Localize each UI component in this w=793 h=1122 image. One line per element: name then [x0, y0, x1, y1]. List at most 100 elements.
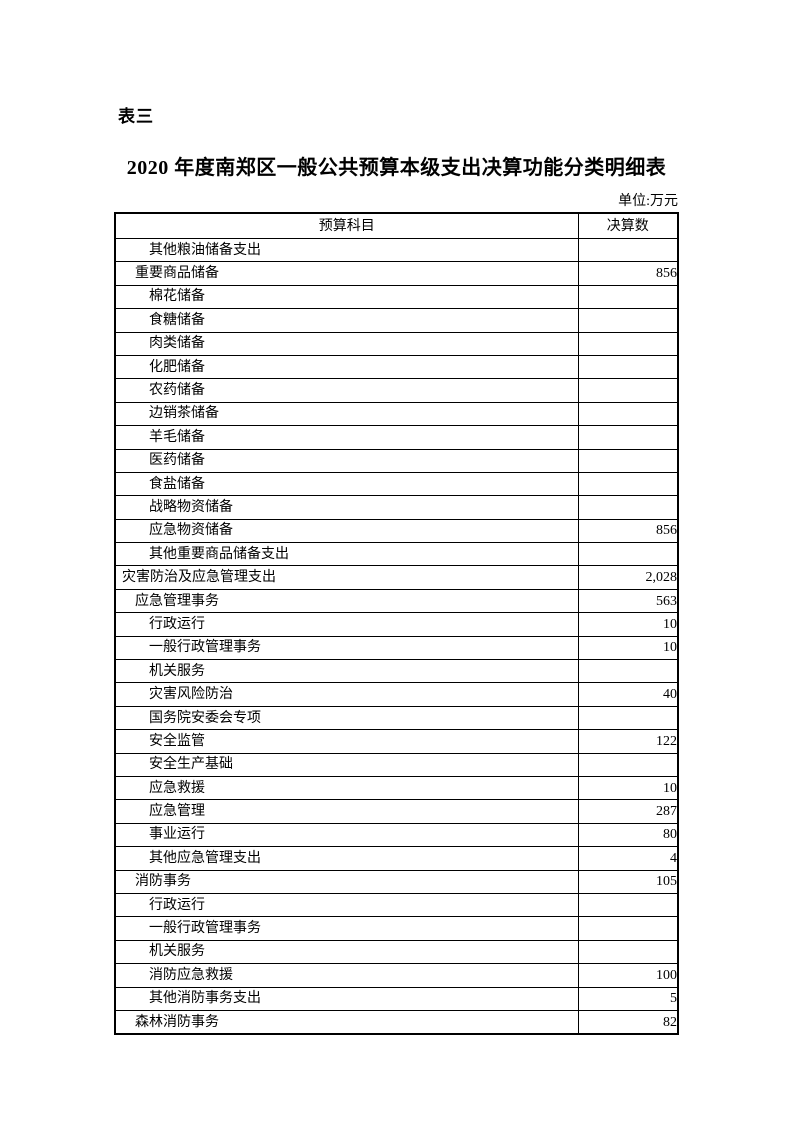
value-cell [577, 331, 679, 356]
value-cell [577, 659, 679, 684]
subject-cell: 其他重要商品储备支出 [114, 542, 579, 567]
table-row: 消防应急救援 100 [114, 963, 679, 988]
value-cell [577, 284, 679, 310]
subject-cell: 应急管理 [114, 799, 579, 824]
value-cell [577, 448, 679, 473]
value-cell [577, 378, 679, 403]
value-cell [577, 354, 679, 380]
subject-cell: 行政运行 [114, 892, 579, 918]
subject-cell: 食盐储备 [114, 471, 579, 497]
table-row: 应急管理事务 563 [114, 588, 679, 614]
table-row: 消防事务 105 [114, 869, 679, 894]
table-row: 应急救援 10 [114, 775, 679, 801]
table-body: 其他粮油储备支出 重要商品储备 856 棉花储备 食糖储备 肉类储备 化肥储备 农药储备 边销茶… [114, 237, 679, 1035]
table-row: 灾害防治及应急管理支出 2,028 [114, 565, 679, 590]
table-row: 羊毛储备 [114, 425, 679, 450]
value-cell: 105 [577, 869, 679, 894]
subject-cell: 消防应急救援 [114, 963, 579, 988]
table-row: 应急管理 287 [114, 799, 679, 824]
value-cell: 856 [577, 518, 679, 544]
column-header-value: 决算数 [577, 212, 679, 239]
page-title: 2020 年度南郑区一般公共预算本级支出决算功能分类明细表 [126, 157, 667, 179]
subject-cell: 安全监管 [114, 729, 579, 754]
table-row: 其他应急管理支出 4 [114, 846, 679, 871]
subject-cell: 化肥储备 [114, 354, 579, 380]
value-cell: 80 [577, 822, 679, 848]
subject-cell: 灾害防治及应急管理支出 [114, 565, 579, 590]
table-row: 行政运行 [114, 892, 679, 918]
subject-cell: 消防事务 [114, 869, 579, 894]
value-cell [577, 939, 679, 965]
table-row: 一般行政管理事务 [114, 916, 679, 941]
subject-cell: 农药储备 [114, 378, 579, 403]
value-cell [577, 401, 679, 427]
subject-cell: 应急管理事务 [114, 588, 579, 614]
table-row: 其他粮油储备支出 [114, 237, 679, 263]
subject-cell: 一般行政管理事务 [114, 635, 579, 661]
subject-cell: 安全生产基础 [114, 752, 579, 777]
table-row: 行政运行 10 [114, 612, 679, 637]
subject-cell: 其他消防事务支出 [114, 986, 579, 1011]
value-cell [577, 237, 679, 263]
value-cell: 82 [577, 1009, 679, 1035]
table-row: 国务院安委会专项 [114, 705, 679, 731]
table-row: 边销茶储备 [114, 401, 679, 427]
value-cell: 122 [577, 729, 679, 754]
table-row: 农药储备 [114, 378, 679, 403]
table-row: 一般行政管理事务 10 [114, 635, 679, 661]
table-row: 机关服务 [114, 939, 679, 965]
table-row: 安全生产基础 [114, 752, 679, 777]
value-cell: 40 [577, 682, 679, 707]
value-cell: 5 [577, 986, 679, 1011]
value-cell [577, 308, 679, 333]
table-row: 森林消防事务 82 [114, 1009, 679, 1035]
table-row: 应急物资储备 856 [114, 518, 679, 544]
subject-cell: 森林消防事务 [114, 1009, 579, 1035]
column-header-subject: 预算科目 [114, 212, 579, 239]
subject-cell: 棉花储备 [114, 284, 579, 310]
subject-cell: 灾害风险防治 [114, 682, 579, 707]
value-cell [577, 892, 679, 918]
subject-cell: 国务院安委会专项 [114, 705, 579, 731]
table-row: 其他消防事务支出 5 [114, 986, 679, 1011]
subject-cell: 行政运行 [114, 612, 579, 637]
value-cell: 856 [577, 261, 679, 286]
table-label: 表三 [118, 107, 154, 127]
subject-cell: 应急物资储备 [114, 518, 579, 544]
value-cell: 2,028 [577, 565, 679, 590]
subject-cell: 边销茶储备 [114, 401, 579, 427]
table-row: 化肥储备 [114, 354, 679, 380]
table-row: 食糖储备 [114, 308, 679, 333]
subject-cell: 应急救援 [114, 775, 579, 801]
subject-cell: 食糖储备 [114, 308, 579, 333]
table-row: 棉花储备 [114, 284, 679, 310]
subject-cell: 战略物资储备 [114, 495, 579, 520]
value-cell [577, 542, 679, 567]
subject-cell: 事业运行 [114, 822, 579, 848]
table-row: 医药储备 [114, 448, 679, 473]
value-cell: 4 [577, 846, 679, 871]
subject-cell: 医药储备 [114, 448, 579, 473]
value-cell [577, 425, 679, 450]
table-row: 其他重要商品储备支出 [114, 542, 679, 567]
table-row: 灾害风险防治 40 [114, 682, 679, 707]
unit-label: 单位:万元 [618, 194, 678, 209]
subject-cell: 羊毛储备 [114, 425, 579, 450]
value-cell [577, 916, 679, 941]
value-cell [577, 705, 679, 731]
value-cell: 100 [577, 963, 679, 988]
table-row: 机关服务 [114, 659, 679, 684]
subject-cell: 肉类储备 [114, 331, 579, 356]
value-cell: 10 [577, 775, 679, 801]
table-row: 重要商品储备 856 [114, 261, 679, 286]
table-row: 事业运行 80 [114, 822, 679, 848]
subject-cell: 其他粮油储备支出 [114, 237, 579, 263]
subject-cell: 一般行政管理事务 [114, 916, 579, 941]
table-row: 食盐储备 [114, 471, 679, 497]
value-cell: 10 [577, 635, 679, 661]
subject-cell: 其他应急管理支出 [114, 846, 579, 871]
value-cell [577, 471, 679, 497]
value-cell [577, 752, 679, 777]
value-cell: 10 [577, 612, 679, 637]
